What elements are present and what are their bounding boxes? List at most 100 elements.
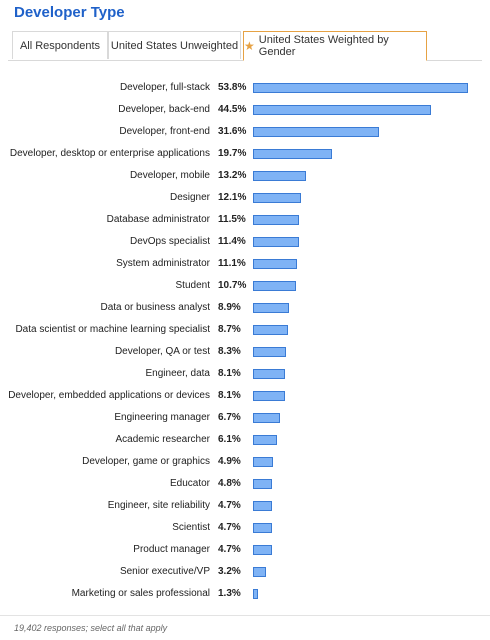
category-label: Engineer, site reliability xyxy=(107,500,210,511)
tab-label: United States Unweighted xyxy=(110,39,239,52)
chart-row: DevOps specialist 11.4% xyxy=(0,231,490,253)
chart-row: Developer, front-end 31.6% xyxy=(0,121,490,143)
bar xyxy=(253,435,277,445)
bar xyxy=(253,259,297,269)
bar xyxy=(253,149,332,159)
tab-all-respondents[interactable]: All Respondents xyxy=(12,31,108,59)
bar xyxy=(253,413,280,423)
chart-row: Developer, back-end 44.5% xyxy=(0,99,490,121)
chart-row: System administrator 11.1% xyxy=(0,253,490,275)
value-label: 11.5% xyxy=(218,214,246,225)
chart-row: Product manager 4.7% xyxy=(0,539,490,561)
value-label: 12.1% xyxy=(218,192,247,203)
value-label: 13.2% xyxy=(218,170,247,181)
value-label: 8.9% xyxy=(218,302,241,313)
value-label: 11.1% xyxy=(218,258,246,269)
bar xyxy=(253,391,285,401)
bar xyxy=(253,171,306,181)
value-label: 10.7% xyxy=(218,280,247,291)
value-label: 31.6% xyxy=(218,126,247,137)
category-label: Database administrator xyxy=(106,214,210,225)
chart-row: Academic researcher 6.1% xyxy=(0,429,490,451)
chart-row: Developer, game or graphics 4.9% xyxy=(0,451,490,473)
bar xyxy=(253,501,272,511)
chart-row: Developer, QA or test 8.3% xyxy=(0,341,490,363)
value-label: 3.2% xyxy=(218,566,241,577)
value-label: 4.8% xyxy=(218,478,241,489)
bar xyxy=(253,105,431,115)
category-label: Product manager xyxy=(133,544,210,555)
chart-row: Designer 12.1% xyxy=(0,187,490,209)
page-title: Developer Type xyxy=(14,4,125,21)
tab-us-unweighted[interactable]: United States Unweighted xyxy=(108,31,241,59)
category-label: Marketing or sales professional xyxy=(71,588,210,599)
category-label: Data scientist or machine learning speci… xyxy=(15,324,210,335)
bar xyxy=(253,369,285,379)
chart-row: Engineer, site reliability 4.7% xyxy=(0,495,490,517)
category-label: System administrator xyxy=(116,258,210,269)
bar xyxy=(253,479,272,489)
category-label: Developer, back-end xyxy=(118,104,210,115)
category-label: Developer, QA or test xyxy=(114,346,210,357)
value-label: 8.3% xyxy=(218,346,241,357)
category-label: Developer, front-end xyxy=(119,126,210,137)
category-label: Developer, embedded applications or devi… xyxy=(8,390,210,401)
chart-row: Student 10.7% xyxy=(0,275,490,297)
value-label: 4.9% xyxy=(218,456,241,467)
category-label: Data or business analyst xyxy=(100,302,210,313)
chart-row: Developer, full-stack 53.8% xyxy=(0,77,490,99)
chart-row: Engineering manager 6.7% xyxy=(0,407,490,429)
chart-row: Data or business analyst 8.9% xyxy=(0,297,490,319)
chart-row: Database administrator 11.5% xyxy=(0,209,490,231)
tab-us-weighted-by-gender[interactable]: ★ United States Weighted by Gender xyxy=(243,31,427,61)
value-label: 8.7% xyxy=(218,324,241,335)
value-label: 4.7% xyxy=(218,500,241,511)
category-label: Developer, desktop or enterprise applica… xyxy=(9,148,210,159)
bar xyxy=(253,523,272,533)
category-label: Engineering manager xyxy=(114,412,210,423)
value-label: 8.1% xyxy=(218,368,241,379)
tab-label: All Respondents xyxy=(19,39,101,52)
category-label: Educator xyxy=(169,478,210,489)
category-label: Developer, game or graphics xyxy=(82,456,210,467)
bar xyxy=(253,457,273,467)
bar xyxy=(253,237,299,247)
chart-row: Educator 4.8% xyxy=(0,473,490,495)
category-label: Student xyxy=(175,280,210,291)
bar xyxy=(253,215,299,225)
chart-row: Senior executive/VP 3.2% xyxy=(0,561,490,583)
category-label: Developer, mobile xyxy=(129,170,210,181)
chart-row: Marketing or sales professional 1.3% xyxy=(0,583,490,605)
bar xyxy=(253,127,379,137)
category-label: Academic researcher xyxy=(115,434,210,445)
chart-row: Developer, desktop or enterprise applica… xyxy=(0,143,490,165)
chart-row: Developer, embedded applications or devi… xyxy=(0,385,490,407)
bar xyxy=(253,303,289,313)
value-label: 44.5% xyxy=(218,104,247,115)
bar xyxy=(253,567,266,577)
value-label: 4.7% xyxy=(218,522,241,533)
chart-row: Engineer, data 8.1% xyxy=(0,363,490,385)
value-label: 11.4% xyxy=(218,236,246,247)
category-label: Designer xyxy=(169,192,210,203)
bar xyxy=(253,589,258,599)
footer-divider xyxy=(0,615,490,616)
value-label: 1.3% xyxy=(218,588,241,599)
bar xyxy=(253,325,288,335)
bar xyxy=(253,193,301,203)
value-label: 4.7% xyxy=(218,544,241,555)
value-label: 6.7% xyxy=(218,412,241,423)
chart-row: Scientist 4.7% xyxy=(0,517,490,539)
category-label: DevOps specialist xyxy=(129,236,210,247)
response-count-note: 19,402 responses; select all that apply xyxy=(14,623,168,633)
tab-label: United States Weighted by Gender xyxy=(258,34,389,58)
bar xyxy=(253,545,272,555)
value-label: 53.8% xyxy=(218,82,247,93)
category-label: Senior executive/VP xyxy=(119,566,210,577)
category-label: Engineer, data xyxy=(145,368,211,379)
bar xyxy=(253,83,468,93)
bar xyxy=(253,281,296,291)
category-label: Developer, full-stack xyxy=(119,82,210,93)
chart-row: Data scientist or machine learning speci… xyxy=(0,319,490,341)
tab-bar: All Respondents United States Unweighted… xyxy=(0,31,490,61)
